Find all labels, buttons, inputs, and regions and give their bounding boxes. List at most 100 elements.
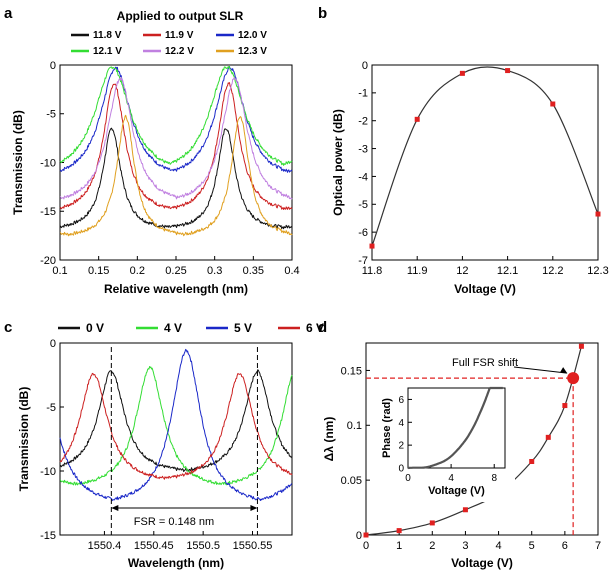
a-series-12.3V: [59, 114, 293, 237]
a-legend-label: 12.2 V: [165, 46, 194, 57]
b-data-point: [369, 243, 375, 249]
d-inset-phase-curve: [407, 386, 503, 470]
a-ytick-label: -15: [40, 206, 56, 218]
a-x-axis-title: Relative wavelength (nm): [104, 282, 248, 296]
c-fsr-label-bg: [122, 512, 226, 528]
d-xtick-label: 7: [595, 540, 601, 552]
a-xtick-label: 0.1: [52, 265, 67, 277]
c-ytick-label: -5: [46, 402, 56, 414]
d-data-point: [462, 507, 468, 513]
a-xtick-label: 0.4: [284, 265, 299, 277]
c-xtick-label: 1550.45: [134, 540, 174, 552]
b-xtick-label: 12.3: [587, 265, 608, 277]
a-series-11.8V: [59, 127, 293, 230]
c-fsr-arrowhead-right: [250, 505, 258, 511]
b-ytick-label: 0: [362, 60, 368, 72]
c-legend-label: 4 V: [164, 321, 182, 335]
a-legend-title: Applied to output SLR: [117, 9, 244, 23]
c-series-6V: [59, 372, 293, 480]
chart-a-transmission-spectra: 0.1 0.15 0.2 0.25 0.3 0.35 0.4 0 -5 -10 -15 -20 Rela…: [11, 9, 300, 296]
c-ytick-label: 0: [50, 338, 56, 350]
d-xtick-label: 4: [496, 540, 502, 552]
d-plot-frame: [365, 342, 599, 536]
a-ytick-label: 0: [50, 60, 56, 72]
c-series-4V: [60, 366, 293, 486]
c-legend-label: 5 V: [234, 321, 252, 335]
panel-label-c: c: [4, 319, 12, 336]
b-xtick-label: 11.8: [362, 265, 383, 277]
d-inset-ytick-label: 4: [398, 418, 404, 429]
d-y-axis-title: Δλ (nm): [322, 417, 336, 462]
b-ytick-label: -4: [358, 171, 368, 183]
d-xtick-label: 2: [429, 540, 435, 552]
d-data-point: [562, 403, 568, 409]
panel-label-d: d: [318, 319, 327, 336]
c-ytick-label: -10: [40, 466, 56, 478]
d-data-point: [545, 434, 551, 440]
chart-b-optical-power: 11.8 11.9 12 12.1 12.2 12.3 0 -1 -2 -3 -4 -5 -6 -7 Vol…: [331, 60, 609, 296]
d-highlight-point: [567, 372, 580, 385]
a-series-12.2V: [59, 76, 293, 200]
d-inset-ytick-label: 2: [398, 441, 404, 452]
d-ytick-label: 0.15: [341, 365, 362, 377]
b-data-point: [505, 68, 511, 74]
a-xtick-label: 0.3: [207, 265, 222, 277]
a-y-axis-title: Transmission (dB): [11, 110, 25, 215]
b-xtick-label: 11.9: [407, 265, 428, 277]
a-xtick-label: 0.15: [88, 265, 109, 277]
b-ytick-label: -7: [358, 255, 368, 267]
d-data-point: [578, 343, 584, 349]
c-x-axis-title: Wavelength (nm): [128, 556, 224, 570]
d-inset-xtick-label: 4: [448, 473, 454, 484]
d-inset-plot-frame: [407, 387, 506, 469]
b-data-point: [595, 211, 601, 217]
c-series-5V: [59, 348, 293, 502]
a-legend-label: 12.3 V: [238, 46, 267, 57]
b-ytick-label: -2: [358, 116, 368, 128]
d-data-point: [363, 532, 369, 538]
a-plot-frame: [59, 64, 293, 261]
d-x-axis-title: Voltage (V): [451, 556, 513, 570]
b-xtick-label: 12.2: [542, 265, 563, 277]
a-legend-label: 11.9 V: [165, 30, 194, 41]
b-xtick-label: 12.1: [497, 265, 518, 277]
a-legend-label: 12.0 V: [238, 30, 267, 41]
d-inset-xtick-label: 0: [405, 473, 411, 484]
c-y-axis-title: Transmission (dB): [17, 387, 31, 492]
d-xtick-label: 3: [462, 540, 468, 552]
a-series-12.1V: [59, 66, 293, 166]
b-x-axis-title: Voltage (V): [454, 282, 516, 296]
d-data-point: [529, 458, 535, 464]
d-inset-background: [378, 382, 515, 502]
d-inset-y-axis-title: Phase (rad): [381, 398, 393, 458]
a-xtick-label: 0.25: [165, 265, 186, 277]
d-xtick-label: 6: [562, 540, 568, 552]
b-y-axis-title: Optical power (dB): [331, 109, 345, 216]
b-data-point: [550, 101, 556, 107]
b-xtick-label: 12: [456, 265, 468, 277]
d-data-point: [429, 520, 435, 526]
d-ytick-label: 0: [356, 530, 362, 542]
d-inset-ytick-label: 6: [398, 395, 404, 406]
d-xtick-label: 5: [529, 540, 535, 552]
c-legend-label: 0 V: [86, 321, 104, 335]
d-inset-ytick-label: 0: [398, 464, 404, 475]
c-xtick-label: 1550.55: [233, 540, 273, 552]
d-highlight-label: Full FSR shift: [452, 357, 518, 369]
a-ytick-label: -20: [40, 255, 56, 267]
b-ytick-label: -5: [358, 199, 368, 211]
c-fsr-label: FSR = 0.148 nm: [134, 516, 214, 528]
c-series-0V: [59, 369, 293, 473]
d-ytick-label: 0.05: [341, 475, 362, 487]
d-xtick-label: 1: [396, 540, 402, 552]
a-ytick-label: -10: [40, 157, 56, 169]
d-highlight-pointer: [513, 366, 568, 374]
panel-label-b: b: [318, 5, 327, 22]
a-series-12.0V: [59, 66, 293, 173]
d-inset-x-axis-title: Voltage (V): [428, 485, 485, 497]
b-ytick-label: -3: [358, 143, 368, 155]
chart-c-transmission-wavelength: 1550.4 1550.45 1550.5 1550.55 0 -5 -10 -15 Wavel…: [17, 321, 324, 570]
d-ytick-label: 0.1: [347, 420, 362, 432]
d-xtick-label: 0: [363, 540, 369, 552]
